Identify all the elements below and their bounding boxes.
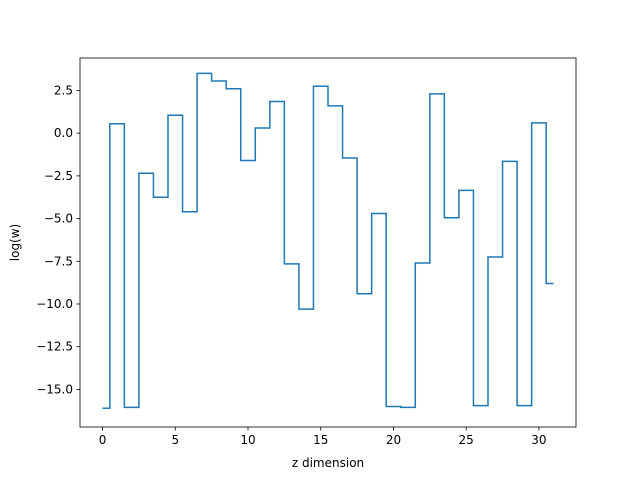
x-axis-ticks: 0 5 10 15 20 25 30 xyxy=(99,427,547,447)
x-tick-label: 20 xyxy=(386,433,401,447)
y-tick-label: −15.0 xyxy=(36,382,73,396)
series-line-1 xyxy=(102,72,554,409)
x-tick-label: 25 xyxy=(459,433,474,447)
y-tick-label: −12.5 xyxy=(36,340,73,354)
y-axis-label: log(w) xyxy=(8,224,22,261)
x-tick-label: 30 xyxy=(531,433,546,447)
x-tick-label: 15 xyxy=(313,433,328,447)
x-axis-label: z dimension xyxy=(292,456,364,470)
y-tick-label: −2.5 xyxy=(44,169,73,183)
y-tick-label: 0.0 xyxy=(54,126,73,140)
y-tick-label: −10.0 xyxy=(36,297,73,311)
plot-area-frame xyxy=(79,57,577,428)
plot-content xyxy=(102,72,554,409)
y-tick-label: 2.5 xyxy=(54,83,73,97)
x-tick-label: 10 xyxy=(240,433,255,447)
y-axis-ticks: 2.5 0.0 −2.5 −5.0 −7.5 −10.0 −12.5 −15.0 xyxy=(36,83,80,396)
y-tick-label: −7.5 xyxy=(44,254,73,268)
x-tick-label: 0 xyxy=(99,433,107,447)
x-tick-label: 5 xyxy=(171,433,179,447)
y-tick-label: −5.0 xyxy=(44,212,73,226)
